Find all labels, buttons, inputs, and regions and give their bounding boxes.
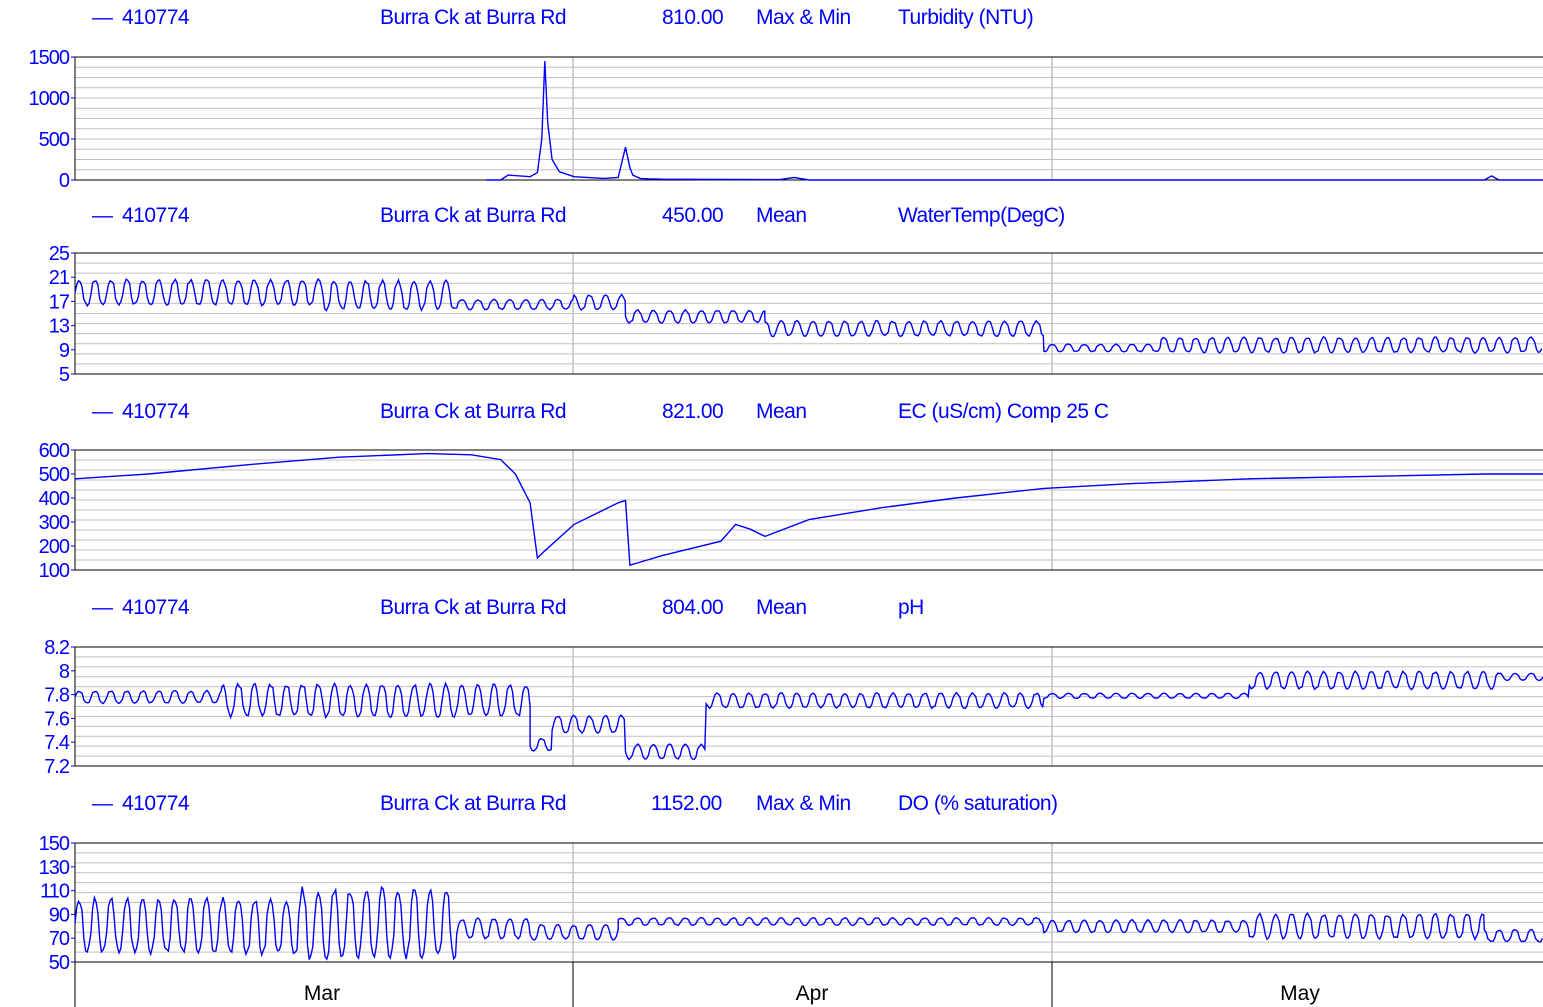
panel-header-do: — 410774 Burra Ck at Burra Rd 1152.00 Ma… (0, 788, 1543, 818)
y-tick-label-ph: 7.2 (44, 756, 70, 778)
series-marker: — (92, 400, 113, 423)
series-line-watertemp (74, 277, 1543, 355)
panel-header-watertemp: — 410774 Burra Ck at Burra Rd 450.00 Mea… (0, 200, 1543, 230)
panel-header-ph: — 410774 Burra Ck at Burra Rd 804.00 Mea… (0, 592, 1543, 622)
statistic: Max & Min (756, 792, 851, 815)
series-marker: — (92, 6, 113, 29)
y-tick-label-do: 50 (49, 952, 70, 974)
variable-code: 821.00 (662, 400, 724, 423)
site-id: 410774 (122, 6, 190, 29)
site-name: Burra Ck at Burra Rd (380, 792, 567, 815)
site-id: 410774 (122, 792, 190, 815)
variable-name: pH (898, 596, 924, 619)
panel-header-turbidity: — 410774 Burra Ck at Burra Rd 810.00 Max… (0, 2, 1543, 32)
y-tick-label-ph: 7.4 (44, 732, 70, 754)
y-tick-label-ec: 500 (39, 464, 70, 486)
statistic: Max & Min (756, 6, 851, 29)
series-line-ec (74, 452, 1543, 567)
series-line-ph (74, 670, 1543, 761)
y-tick-label-ec: 200 (39, 536, 70, 558)
y-tick-label-do: 150 (39, 833, 70, 855)
y-tick-label-ph: 8.2 (44, 637, 70, 659)
variable-name: DO (% saturation) (898, 792, 1058, 815)
statistic: Mean (756, 400, 807, 423)
y-tick-label-ph: 7.8 (44, 685, 70, 707)
variable-code: 810.00 (662, 6, 724, 29)
site-name: Burra Ck at Burra Rd (380, 400, 567, 423)
panel-header-ec: — 410774 Burra Ck at Burra Rd 821.00 Mea… (0, 396, 1543, 426)
variable-name: Turbidity (NTU) (898, 6, 1034, 29)
month-label-may: May (1280, 982, 1320, 1005)
y-tick-label-watertemp: 9 (59, 340, 70, 362)
site-id: 410774 (122, 400, 190, 423)
y-tick-label-ec: 400 (39, 488, 70, 510)
statistic: Mean (756, 204, 807, 227)
variable-code: 804.00 (662, 596, 724, 619)
y-tick-label-watertemp: 13 (49, 316, 70, 338)
y-tick-label-turbidity: 1000 (29, 88, 70, 110)
y-tick-label-ph: 8 (59, 661, 70, 683)
month-label-mar: Mar (304, 982, 340, 1005)
series-marker: — (92, 792, 113, 815)
site-name: Burra Ck at Burra Rd (380, 204, 567, 227)
site-name: Burra Ck at Burra Rd (380, 6, 567, 29)
series-marker: — (92, 596, 113, 619)
statistic: Mean (756, 596, 807, 619)
y-tick-label-ph: 7.6 (44, 708, 70, 730)
y-tick-label-ec: 600 (39, 440, 70, 462)
y-tick-label-turbidity: 0 (59, 170, 70, 192)
y-tick-label-turbidity: 1500 (29, 47, 70, 69)
y-tick-label-do: 70 (49, 928, 70, 950)
y-tick-label-turbidity: 500 (39, 129, 70, 151)
y-tick-label-ec: 100 (39, 560, 70, 582)
variable-code: 450.00 (662, 204, 724, 227)
series-line-do (74, 885, 1543, 961)
variable-name: EC (uS/cm) Comp 25 C (898, 400, 1109, 423)
y-tick-label-do: 110 (40, 881, 70, 903)
y-tick-label-do: 90 (49, 904, 70, 926)
variable-code: 1152.00 (651, 792, 722, 815)
y-tick-label-watertemp: 21 (49, 267, 70, 289)
series-marker: — (92, 204, 113, 227)
month-label-apr: Apr (796, 982, 829, 1005)
site-id: 410774 (122, 596, 190, 619)
y-tick-label-watertemp: 25 (49, 243, 70, 265)
series-line-turbidity (486, 61, 1543, 181)
y-tick-label-ec: 300 (39, 512, 70, 534)
site-name: Burra Ck at Burra Rd (380, 596, 567, 619)
y-tick-label-do: 130 (39, 857, 70, 879)
site-id: 410774 (122, 204, 190, 227)
variable-name: WaterTemp(DegC) (898, 204, 1065, 227)
y-tick-label-watertemp: 17 (49, 291, 70, 313)
y-tick-label-watertemp: 5 (59, 364, 70, 386)
